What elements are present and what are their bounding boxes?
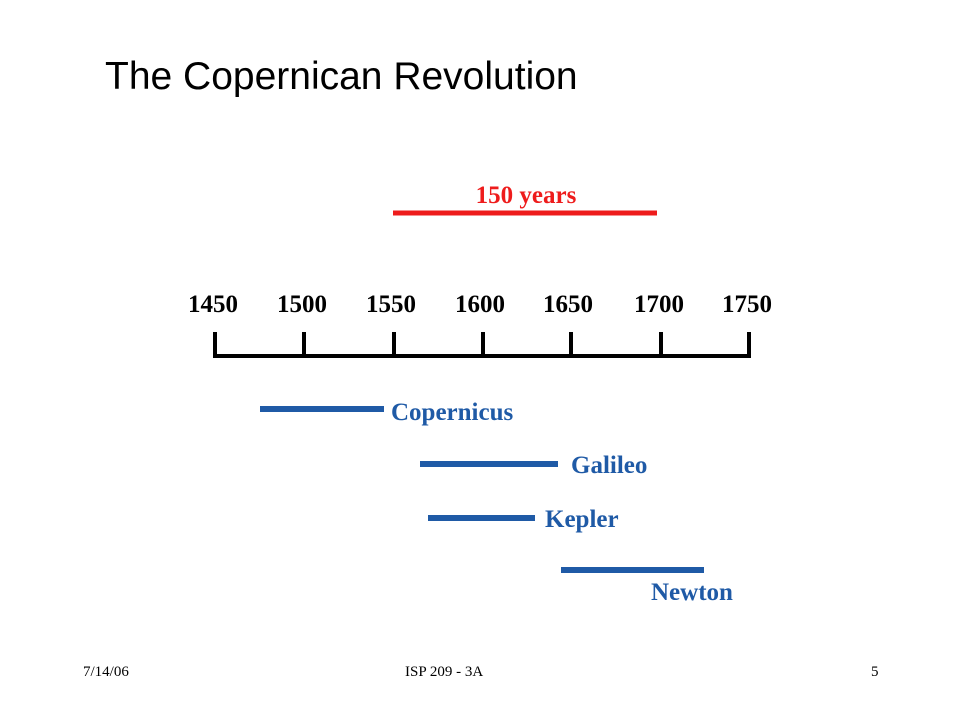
tick-label-1700: 1700 (634, 291, 684, 318)
slide-title: The Copernican Revolution (105, 55, 578, 98)
tick-label-1750: 1750 (722, 291, 772, 318)
lifespan-label-galileo: Galileo (571, 452, 647, 479)
footer-course: ISP 209 - 3A (405, 664, 484, 680)
timeline-axis (213, 332, 751, 358)
lifespan-label-newton: Newton (651, 579, 733, 606)
footer-date: 7/14/06 (83, 664, 129, 680)
tick-label-1450: 1450 (188, 291, 238, 318)
tick-label-1650: 1650 (543, 291, 593, 318)
tick-label-1500: 1500 (277, 291, 327, 318)
lifespan-label-kepler: Kepler (545, 506, 619, 533)
page-number: 5 (871, 664, 879, 680)
span-label: 150 years (476, 182, 577, 209)
lifespan-label-copernicus: Copernicus (391, 399, 514, 426)
tick-label-1550: 1550 (366, 291, 416, 318)
tick-label-1600: 1600 (455, 291, 505, 318)
